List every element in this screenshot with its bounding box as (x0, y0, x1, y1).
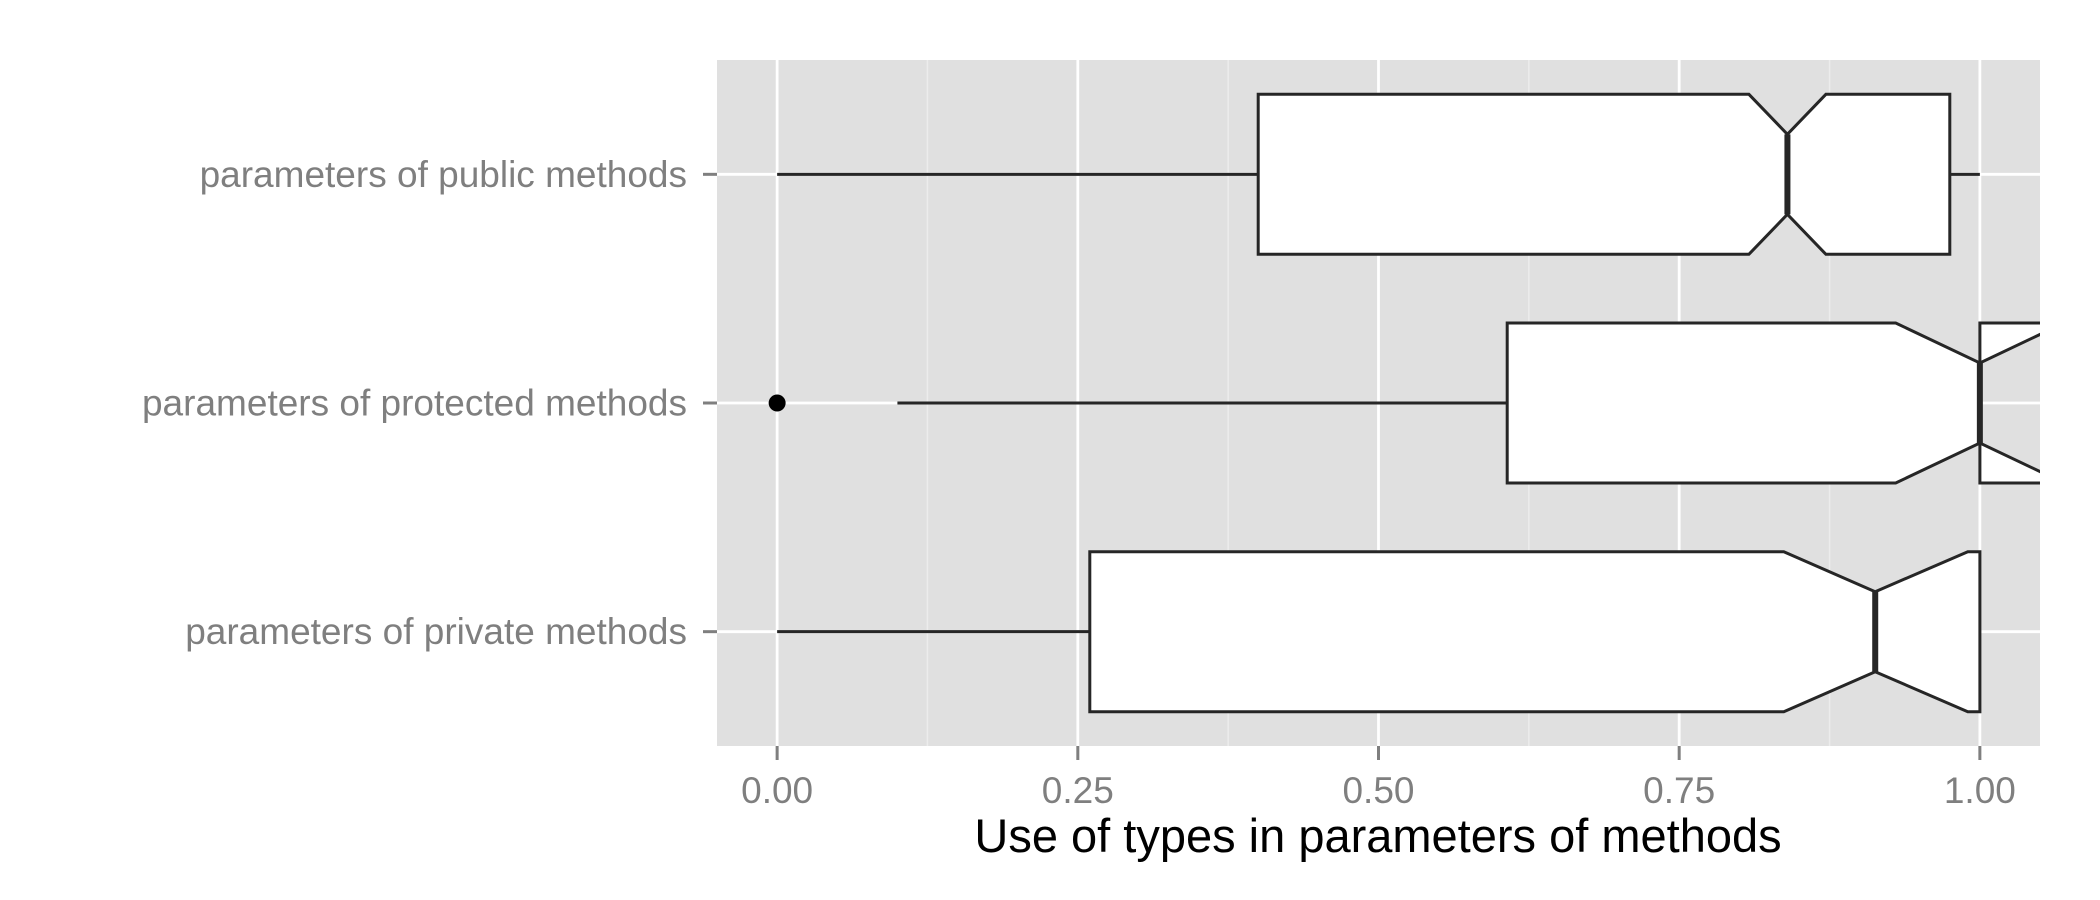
box-body (1256, 92, 1952, 256)
boxes (768, 92, 2040, 714)
x-axis-title: Use of types in parameters of methods (974, 809, 1781, 862)
box-body (1088, 550, 1982, 714)
outlier-point (768, 394, 786, 412)
x-tick-label: 0.75 (1643, 770, 1715, 811)
x-tick-label: 0.50 (1342, 770, 1414, 811)
box-1 (777, 92, 1980, 256)
box-3 (777, 550, 1982, 714)
x-tick-label: 1.00 (1944, 770, 2016, 811)
y-tick-label: parameters of public methods (200, 154, 687, 195)
box-2 (768, 321, 2040, 485)
x-tick-label: 0.00 (741, 770, 813, 811)
y-tick-label: parameters of private methods (185, 611, 687, 652)
axes: parameters of public methods parameters o… (142, 154, 2016, 811)
y-tick-label: parameters of protected methods (142, 383, 687, 424)
x-tick-label: 0.25 (1042, 770, 1114, 811)
box-body (1505, 321, 2040, 485)
